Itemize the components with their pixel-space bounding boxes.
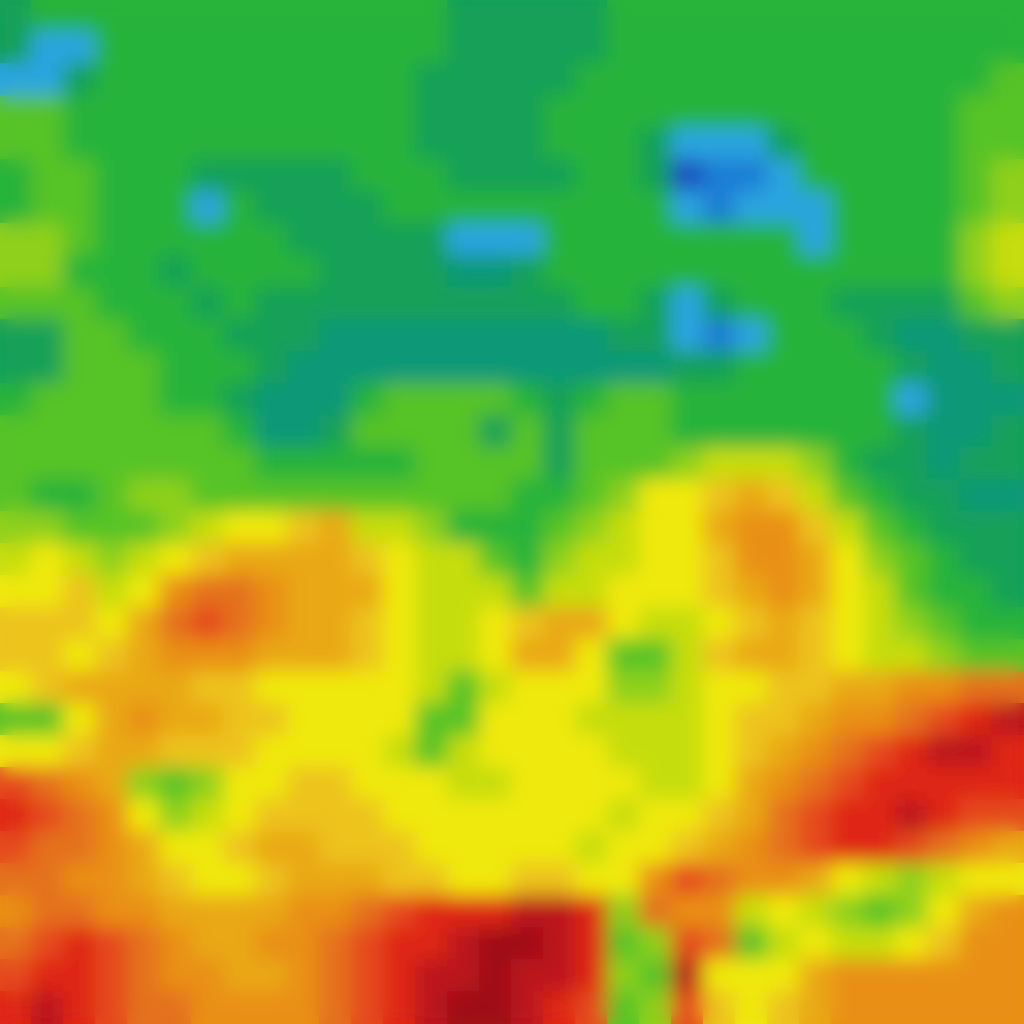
weather-temperature-map — [0, 0, 1024, 1024]
heatmap-smooth-layer — [0, 0, 1024, 1024]
heatmap-canvas — [0, 0, 1024, 1024]
